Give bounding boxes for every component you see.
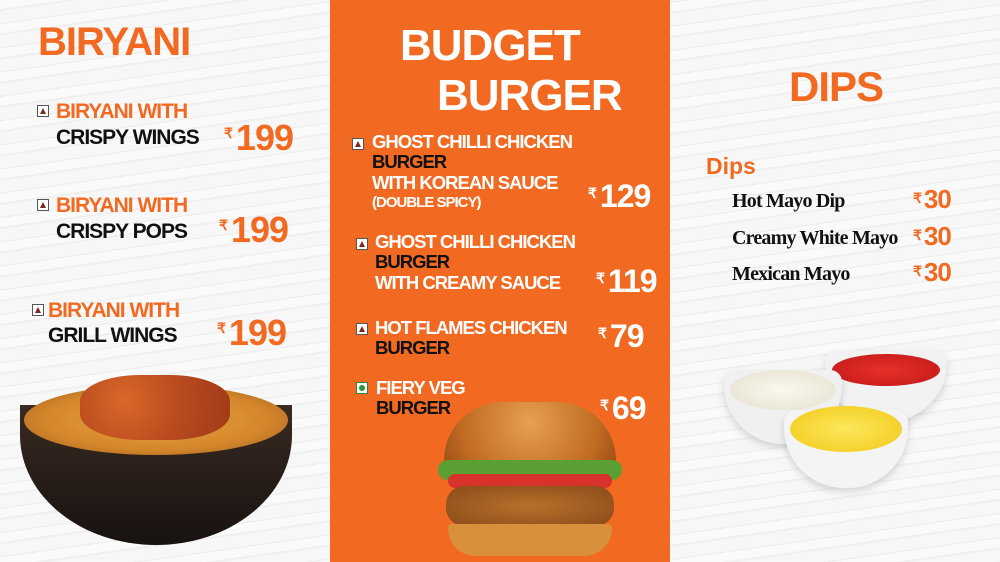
item-price: ₹69 bbox=[600, 390, 647, 426]
item-price: ₹119 bbox=[596, 263, 658, 299]
non-veg-icon bbox=[352, 138, 364, 150]
biryani-bowl-image bbox=[20, 375, 292, 545]
item-name-line2: GRILL WINGS bbox=[48, 324, 178, 347]
price-value: 119 bbox=[607, 263, 658, 299]
item-price: ₹199 bbox=[217, 312, 287, 353]
item-name-line: BURGER bbox=[375, 337, 450, 358]
item-name-line: BURGER bbox=[372, 151, 447, 172]
dip-price: ₹30 bbox=[913, 184, 952, 214]
price-value: 69 bbox=[611, 390, 647, 426]
non-veg-icon bbox=[356, 323, 368, 335]
item-name-line1: BIRYANI WITH bbox=[56, 194, 188, 217]
biryani-title: BIRYANI bbox=[38, 20, 191, 64]
rupee-symbol: ₹ bbox=[217, 320, 226, 336]
price-value: 199 bbox=[228, 312, 287, 353]
dips-subtitle: Dips bbox=[706, 153, 756, 179]
non-veg-icon bbox=[356, 238, 368, 250]
item-name-line1: BIRYANI WITH bbox=[48, 299, 180, 322]
dip-name: Mexican Mayo bbox=[732, 263, 850, 285]
price-value: 79 bbox=[609, 318, 645, 354]
item-price: ₹79 bbox=[598, 318, 645, 354]
rupee-symbol: ₹ bbox=[598, 325, 607, 341]
item-price: ₹199 bbox=[224, 117, 294, 158]
price-value: 129 bbox=[599, 178, 651, 214]
rupee-symbol: ₹ bbox=[219, 217, 228, 233]
item-name-line: (DOUBLE SPICY) bbox=[372, 194, 482, 211]
burger-image bbox=[438, 402, 622, 557]
item-name-line2: CRISPY POPS bbox=[56, 220, 188, 243]
item-name-line: WITH CREAMY SAUCE bbox=[375, 272, 561, 293]
item-name-line: HOT FLAMES CHICKEN bbox=[375, 317, 568, 338]
non-veg-icon bbox=[32, 304, 44, 316]
non-veg-icon bbox=[37, 105, 49, 117]
item-name-line: BURGER bbox=[376, 397, 451, 418]
item-price: ₹199 bbox=[219, 209, 289, 250]
burger-title-line2: BURGER bbox=[437, 71, 623, 120]
item-name-line: BURGER bbox=[375, 251, 450, 272]
item-name-line1: BIRYANI WITH bbox=[56, 100, 188, 123]
rupee-symbol: ₹ bbox=[588, 185, 597, 201]
price-value: 30 bbox=[923, 184, 952, 214]
dip-price: ₹30 bbox=[913, 257, 952, 287]
dip-name: Creamy White Mayo bbox=[732, 227, 898, 249]
price-value: 199 bbox=[235, 117, 294, 158]
rupee-symbol: ₹ bbox=[913, 227, 922, 243]
price-value: 199 bbox=[230, 209, 289, 250]
rupee-symbol: ₹ bbox=[600, 397, 609, 413]
item-name-line: FIERY VEG bbox=[376, 377, 466, 398]
burger-title-line1: BUDGET bbox=[400, 21, 581, 70]
item-name-line: GHOST CHILLI CHICKEN bbox=[375, 231, 576, 252]
dips-title: DIPS bbox=[789, 63, 884, 110]
item-name-line: GHOST CHILLI CHICKEN bbox=[372, 131, 573, 152]
rupee-symbol: ₹ bbox=[224, 125, 233, 141]
item-name-line: WITH KOREAN SAUCE bbox=[372, 172, 558, 193]
veg-icon bbox=[356, 382, 368, 394]
price-value: 30 bbox=[923, 221, 952, 251]
non-veg-icon bbox=[37, 199, 49, 211]
dip-price: ₹30 bbox=[913, 221, 952, 251]
item-name-line2: CRISPY WINGS bbox=[56, 126, 200, 149]
rupee-symbol: ₹ bbox=[596, 270, 605, 286]
dips-bowls-image bbox=[720, 348, 952, 490]
rupee-symbol: ₹ bbox=[913, 263, 922, 279]
item-price: ₹129 bbox=[588, 178, 651, 214]
dip-name: Hot Mayo Dip bbox=[732, 190, 845, 212]
rupee-symbol: ₹ bbox=[913, 190, 922, 206]
price-value: 30 bbox=[923, 257, 952, 287]
